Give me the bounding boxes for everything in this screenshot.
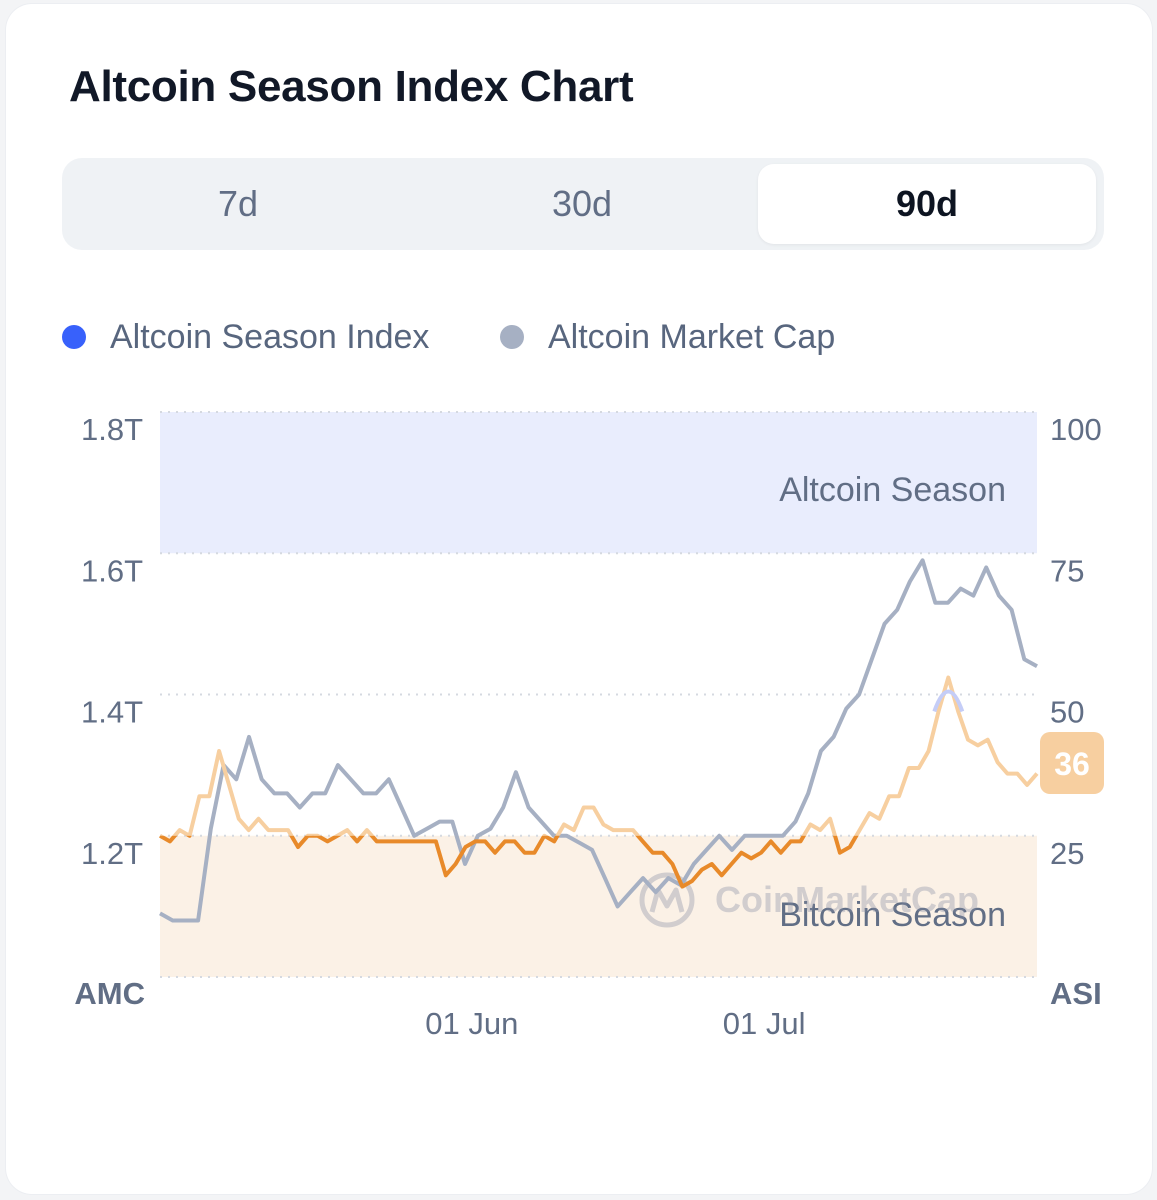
legend-label: Altcoin Market Cap <box>548 317 836 356</box>
watermark-logo: CoinMarketCap <box>639 872 979 928</box>
tab-90d[interactable]: 90d <box>758 164 1096 244</box>
bitcoin-season-label: Bitcoin Season <box>779 896 1006 934</box>
current-value-badge <box>1040 732 1104 794</box>
altcoin-season-index-line-neutral <box>160 675 1039 836</box>
current-value-text: 36 <box>1054 746 1090 782</box>
timeframe-tabs: 7d 30d 90d <box>62 158 1104 250</box>
left-axis-tick-label: 1.8T <box>81 412 143 447</box>
left-axis-label: AMC <box>74 976 145 1011</box>
left-axis-tick-label: 1.6T <box>81 553 143 588</box>
right-axis-tick-label: 100 <box>1050 412 1102 447</box>
legend-dot-gray <box>500 325 524 349</box>
legend-altcoin-market-cap[interactable]: Altcoin Market Cap <box>500 312 835 362</box>
right-axis-tick-label: 25 <box>1050 836 1084 871</box>
altcoin-season-index-line-bitcoin <box>159 835 859 889</box>
legend-altcoin-season-index[interactable]: Altcoin Season Index <box>62 312 429 362</box>
altcoin-season-label: Altcoin Season <box>779 471 1006 509</box>
watermark-text: CoinMarketCap <box>715 879 979 920</box>
left-axis-tick-label: 1.2T <box>81 836 143 871</box>
right-axis-label: ASI <box>1050 976 1102 1011</box>
tab-30d[interactable]: 30d <box>551 183 613 224</box>
right-axis-tick-label: 50 <box>1050 695 1084 730</box>
x-axis-tick-label: 01 Jun <box>425 1006 518 1041</box>
coinmarketcap-logo-icon <box>639 872 695 928</box>
x-axis-tick-label: 01 Jul <box>723 1006 806 1041</box>
legend-dot-blue <box>62 325 86 349</box>
altcoin-season-band <box>160 412 1037 554</box>
chart-title: Altcoin Season Index Chart <box>69 62 634 111</box>
right-axis-tick-label: 75 <box>1050 553 1084 588</box>
altcoin-season-index-peak <box>932 689 965 713</box>
legend-label: Altcoin Season Index <box>110 317 430 356</box>
tab-7d[interactable]: 7d <box>217 183 259 224</box>
coinmarketcap-logo-mark <box>649 887 685 913</box>
left-axis-tick-label: 1.4T <box>81 695 143 730</box>
altcoin-market-cap-line <box>159 558 1038 923</box>
